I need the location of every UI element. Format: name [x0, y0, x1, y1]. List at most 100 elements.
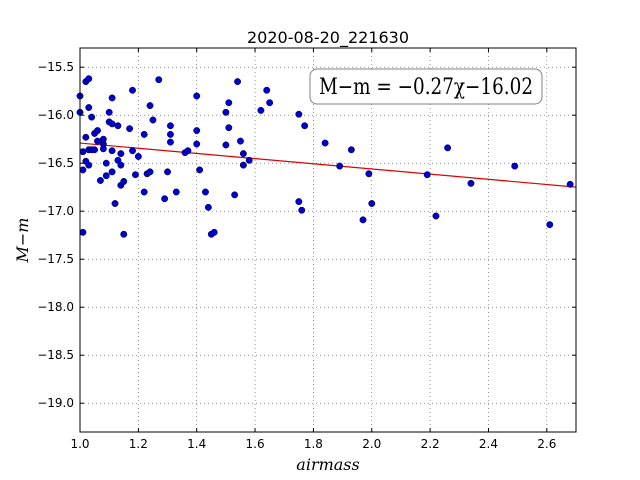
- x-tick-label: 1.0: [70, 437, 89, 451]
- data-point: [131, 171, 139, 179]
- data-point: [184, 147, 192, 155]
- x-tick-label: 1.8: [304, 437, 323, 451]
- data-point: [172, 188, 180, 196]
- data-point: [239, 161, 247, 169]
- x-tick-label: 2.0: [362, 437, 381, 451]
- data-point: [99, 145, 107, 153]
- data-point: [423, 171, 431, 179]
- data-point: [566, 180, 574, 188]
- data-point: [222, 108, 230, 116]
- data-point: [193, 92, 201, 100]
- fit-line: [79, 142, 577, 188]
- data-point: [432, 212, 440, 220]
- data-point: [120, 230, 128, 238]
- y-tick-label: −17.5: [37, 252, 74, 266]
- data-point: [347, 146, 355, 154]
- y-tick-label: −19.0: [37, 396, 74, 410]
- data-point: [204, 203, 212, 211]
- axes-frame: [79, 47, 577, 433]
- data-point: [108, 120, 116, 128]
- data-point: [111, 200, 119, 207]
- chart-title: 2020-08-20_221630: [247, 28, 409, 48]
- data-point: [96, 177, 104, 184]
- data-point: [91, 146, 99, 154]
- data-point: [196, 166, 204, 174]
- data-point: [202, 188, 209, 196]
- data-point: [155, 76, 163, 84]
- y-tick-label: −16.0: [37, 108, 74, 122]
- data-point: [140, 188, 148, 196]
- data-point: [85, 75, 93, 83]
- data-point: [85, 161, 93, 169]
- data-point: [511, 162, 519, 170]
- data-point: [149, 116, 157, 124]
- data-point: [225, 99, 233, 107]
- y-tick-label: −17.0: [37, 204, 74, 218]
- data-point: [102, 159, 110, 167]
- data-point: [193, 127, 201, 135]
- data-point: [164, 168, 171, 176]
- y-axis-label: M−m: [13, 218, 32, 264]
- x-tick-label: 2.4: [479, 437, 498, 451]
- data-point: [166, 138, 174, 146]
- data-point: [117, 150, 125, 158]
- x-axis-label: airmass: [296, 455, 359, 474]
- y-tick-label: −18.5: [37, 348, 74, 362]
- data-point: [85, 104, 93, 111]
- data-point: [193, 140, 201, 148]
- data-point: [263, 86, 271, 94]
- data-point: [365, 170, 373, 178]
- grid-lines: [79, 48, 576, 432]
- data-points: [76, 75, 574, 238]
- data-point: [239, 150, 247, 158]
- data-point: [126, 125, 134, 133]
- data-point: [129, 147, 136, 155]
- data-point: [82, 133, 90, 141]
- y-tick-label: −15.5: [37, 60, 74, 74]
- annotation-frame: [309, 68, 543, 105]
- data-point: [94, 127, 101, 135]
- data-point: [166, 130, 174, 138]
- data-point: [225, 124, 233, 132]
- data-point: [546, 221, 554, 229]
- data-point: [166, 122, 174, 130]
- axis-ticks: 1.0 1.2 1.4 1.6 1.8 2.0 2.2 2.4 2.6 −15.5 −16.0 −16…: [37, 48, 576, 451]
- data-point: [79, 166, 87, 174]
- data-point: [108, 147, 116, 155]
- data-point: [105, 108, 113, 116]
- data-point: [295, 198, 303, 206]
- data-point: [88, 113, 96, 121]
- equation-annotation: M−m = −0.27χ−16.02: [309, 68, 543, 105]
- data-point: [467, 179, 475, 187]
- data-point: [140, 130, 148, 138]
- data-point: [129, 86, 136, 94]
- data-point: [146, 168, 154, 176]
- data-point: [234, 78, 242, 86]
- x-tick-label: 1.6: [246, 437, 265, 451]
- data-point: [321, 139, 329, 147]
- y-tick-label: −16.5: [37, 156, 74, 170]
- data-point: [368, 200, 376, 207]
- data-point: [231, 191, 239, 199]
- data-point: [295, 110, 303, 118]
- x-tick-label: 1.4: [187, 437, 206, 451]
- data-point: [102, 172, 110, 180]
- data-point: [237, 137, 244, 145]
- data-point: [114, 122, 122, 130]
- data-point: [444, 144, 452, 152]
- data-point: [120, 177, 128, 185]
- x-tick-label: 2.2: [421, 437, 440, 451]
- data-point: [301, 122, 309, 130]
- data-point: [108, 94, 116, 102]
- annotation-text: M−m = −0.27χ−16.02: [319, 75, 533, 100]
- data-point: [79, 148, 87, 156]
- data-point: [359, 216, 367, 224]
- data-point: [222, 141, 230, 149]
- x-tick-label: 1.2: [129, 437, 148, 451]
- data-point: [117, 161, 125, 169]
- data-point: [210, 228, 218, 236]
- data-point: [94, 137, 101, 145]
- data-point: [298, 206, 306, 214]
- x-tick-label: 2.6: [537, 437, 556, 451]
